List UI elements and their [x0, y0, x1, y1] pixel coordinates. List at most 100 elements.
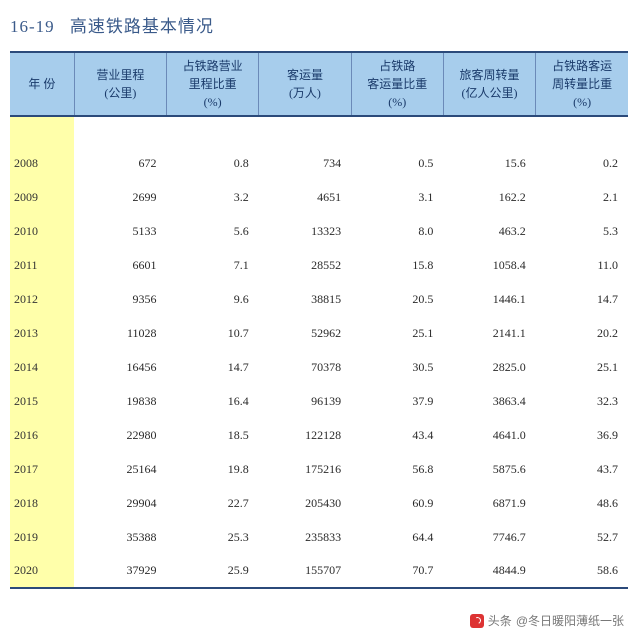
data-cell: 7.1 [167, 248, 259, 282]
year-cell: 2012 [10, 282, 74, 316]
hsr-table: 年 份 营业里程 (公里) 占铁路营业 里程比重 (%) 客运量 (万人) 占铁… [10, 51, 628, 589]
data-cell: 162.2 [443, 180, 535, 214]
data-cell: 3863.4 [443, 384, 535, 418]
data-cell: 52.7 [536, 520, 628, 554]
data-cell: 37929 [74, 554, 166, 588]
data-cell: 7746.7 [443, 520, 535, 554]
data-cell: 58.6 [536, 554, 628, 588]
data-cell: 60.9 [351, 486, 443, 520]
data-cell: 6871.9 [443, 486, 535, 520]
data-cell: 37.9 [351, 384, 443, 418]
data-cell: 5.6 [167, 214, 259, 248]
col-passengers: 客运量 (万人) [259, 52, 351, 116]
data-cell: 28552 [259, 248, 351, 282]
data-cell: 1058.4 [443, 248, 535, 282]
data-cell: 22.7 [167, 486, 259, 520]
year-cell: 2019 [10, 520, 74, 554]
data-cell: 10.7 [167, 316, 259, 350]
header-row: 年 份 营业里程 (公里) 占铁路营业 里程比重 (%) 客运量 (万人) 占铁… [10, 52, 628, 116]
data-cell: 9.6 [167, 282, 259, 316]
data-cell: 70378 [259, 350, 351, 384]
data-cell: 6601 [74, 248, 166, 282]
data-cell: 0.2 [536, 146, 628, 180]
col-year: 年 份 [10, 52, 74, 116]
col-passengers-share: 占铁路 客运量比重 (%) [351, 52, 443, 116]
data-cell: 2141.1 [443, 316, 535, 350]
year-cell: 2016 [10, 418, 74, 452]
title-text: 高速铁路基本情况 [70, 17, 214, 36]
year-cell: 2008 [10, 146, 74, 180]
data-cell: 155707 [259, 554, 351, 588]
data-cell: 4651 [259, 180, 351, 214]
data-cell: 25.3 [167, 520, 259, 554]
table-row: 201166017.12855215.81058.411.0 [10, 248, 628, 282]
year-cell: 2015 [10, 384, 74, 418]
data-cell: 43.7 [536, 452, 628, 486]
data-cell: 18.5 [167, 418, 259, 452]
data-cell: 70.7 [351, 554, 443, 588]
year-cell: 2018 [10, 486, 74, 520]
table-row: 20172516419.817521656.85875.643.7 [10, 452, 628, 486]
data-cell: 11.0 [536, 248, 628, 282]
data-cell: 43.4 [351, 418, 443, 452]
data-cell: 2825.0 [443, 350, 535, 384]
year-cell: 2017 [10, 452, 74, 486]
data-cell: 96139 [259, 384, 351, 418]
spacer-row [10, 116, 628, 146]
year-cell: 2014 [10, 350, 74, 384]
table-row: 20182990422.720543060.96871.948.6 [10, 486, 628, 520]
table-row: 20162298018.512212843.44641.036.9 [10, 418, 628, 452]
data-cell: 56.8 [351, 452, 443, 486]
data-cell: 463.2 [443, 214, 535, 248]
col-turnover: 旅客周转量 (亿人公里) [443, 52, 535, 116]
data-cell: 14.7 [167, 350, 259, 384]
table-row: 20086720.87340.515.60.2 [10, 146, 628, 180]
data-cell: 48.6 [536, 486, 628, 520]
table-row: 200926993.246513.1162.22.1 [10, 180, 628, 214]
data-cell: 235833 [259, 520, 351, 554]
data-cell: 0.8 [167, 146, 259, 180]
data-cell: 25.1 [536, 350, 628, 384]
col-turnover-share: 占铁路客运 周转量比重 (%) [536, 52, 628, 116]
title-code: 16-19 [10, 17, 55, 37]
data-cell: 0.5 [351, 146, 443, 180]
data-cell: 1446.1 [443, 282, 535, 316]
data-cell: 15.6 [443, 146, 535, 180]
col-mileage: 营业里程 (公里) [74, 52, 166, 116]
data-cell: 175216 [259, 452, 351, 486]
year-cell: 2010 [10, 214, 74, 248]
data-cell: 11028 [74, 316, 166, 350]
data-cell: 29904 [74, 486, 166, 520]
data-cell: 122128 [259, 418, 351, 452]
data-cell: 8.0 [351, 214, 443, 248]
watermark-prefix: 头条 [488, 612, 512, 629]
data-cell: 20.5 [351, 282, 443, 316]
watermark-user: @冬日暖阳薄纸一张 [516, 612, 624, 629]
year-cell: 2020 [10, 554, 74, 588]
data-cell: 25164 [74, 452, 166, 486]
data-cell: 35388 [74, 520, 166, 554]
data-cell: 36.9 [536, 418, 628, 452]
data-cell: 16.4 [167, 384, 259, 418]
data-cell: 4844.9 [443, 554, 535, 588]
data-cell: 15.8 [351, 248, 443, 282]
table-row: 20131102810.75296225.12141.120.2 [10, 316, 628, 350]
year-cell: 2011 [10, 248, 74, 282]
data-cell: 5133 [74, 214, 166, 248]
data-cell: 38815 [259, 282, 351, 316]
col-mileage-share: 占铁路营业 里程比重 (%) [167, 52, 259, 116]
data-cell: 22980 [74, 418, 166, 452]
table-row: 201293569.63881520.51446.114.7 [10, 282, 628, 316]
year-cell: 2013 [10, 316, 74, 350]
year-cell: 2009 [10, 180, 74, 214]
data-cell: 52962 [259, 316, 351, 350]
data-cell: 25.1 [351, 316, 443, 350]
watermark: 头条 @冬日暖阳薄纸一张 [470, 612, 624, 629]
table-row: 20141645614.77037830.52825.025.1 [10, 350, 628, 384]
data-cell: 5.3 [536, 214, 628, 248]
data-cell: 32.3 [536, 384, 628, 418]
data-cell: 64.4 [351, 520, 443, 554]
table-row: 20203792925.915570770.74844.958.6 [10, 554, 628, 588]
data-cell: 672 [74, 146, 166, 180]
data-cell: 20.2 [536, 316, 628, 350]
